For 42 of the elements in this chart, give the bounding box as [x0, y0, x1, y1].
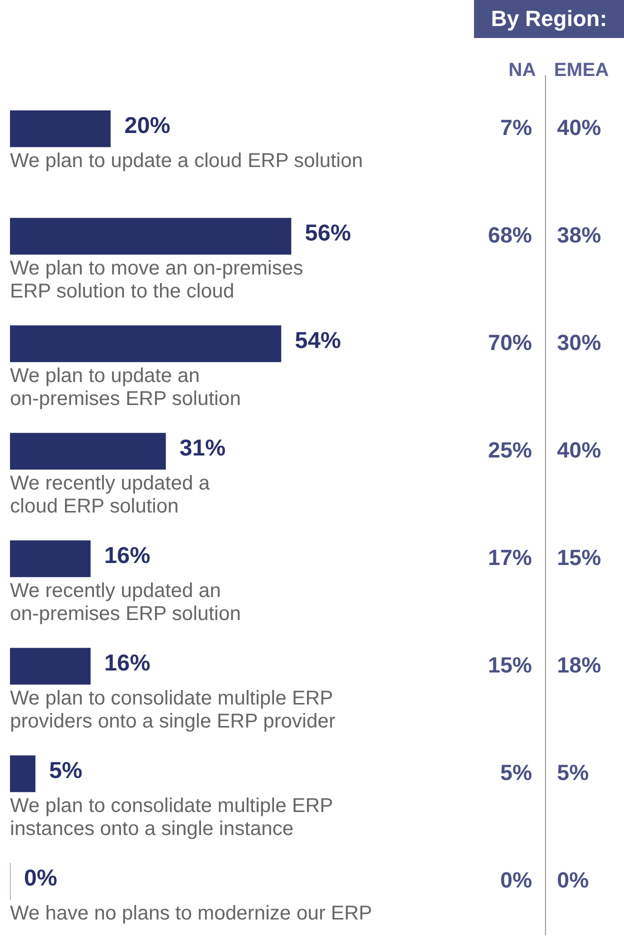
- data-label: 5%: [557, 760, 589, 785]
- category-label: We recently updated a cloud ERP solution: [10, 472, 210, 518]
- category-label: We plan to consolidate multiple ERP instances onto a single instance: [10, 794, 334, 840]
- bar: [10, 218, 292, 255]
- data-label: 25%: [488, 437, 532, 462]
- x-tick-label: EMEA: [554, 60, 609, 82]
- bar: [10, 540, 91, 578]
- category-label: We plan to update an on-premises ERP solution: [10, 364, 241, 410]
- data-label: 38%: [557, 222, 602, 248]
- x-tick-label: NA: [508, 60, 536, 82]
- data-label: 20%: [124, 112, 170, 138]
- data-label: 16%: [104, 650, 150, 676]
- category-label: We plan to update a cloud ERP solution: [10, 150, 363, 172]
- data-label: 31%: [180, 434, 226, 461]
- data-label: 68%: [488, 222, 532, 248]
- data-label: 0%: [557, 867, 589, 892]
- bar: [10, 755, 36, 792]
- data-label: 17%: [488, 544, 532, 570]
- data-label: 56%: [304, 220, 351, 246]
- data-label: 0%: [24, 864, 58, 891]
- bar: [10, 325, 282, 362]
- category-label: We have no plans to modernize our ERP: [10, 902, 372, 924]
- category-label: We plan to move an on-premises ERP solution to the cloud: [10, 257, 304, 302]
- data-label: 5%: [500, 760, 532, 785]
- data-label: 30%: [557, 330, 602, 355]
- category-label: We recently updated an on-premises ERP solution: [10, 580, 241, 625]
- data-label: 40%: [557, 114, 602, 140]
- data-label: 15%: [488, 652, 532, 678]
- data-label: 7%: [500, 114, 532, 140]
- data-label: 5%: [49, 757, 82, 784]
- data-label: 16%: [104, 542, 150, 568]
- chart-title: By Region:: [474, 0, 624, 38]
- data-label: 70%: [488, 330, 532, 355]
- bar: [10, 432, 166, 470]
- bar: [10, 110, 111, 148]
- data-label: 18%: [557, 652, 602, 678]
- data-label: 40%: [557, 437, 602, 462]
- data-label: 0%: [500, 867, 532, 892]
- bar: [10, 648, 91, 685]
- data-label: 54%: [294, 327, 341, 354]
- category-label: We plan to consolidate multiple ERP providers onto a single ERP provider: [10, 687, 336, 732]
- data-label: 15%: [557, 544, 602, 570]
